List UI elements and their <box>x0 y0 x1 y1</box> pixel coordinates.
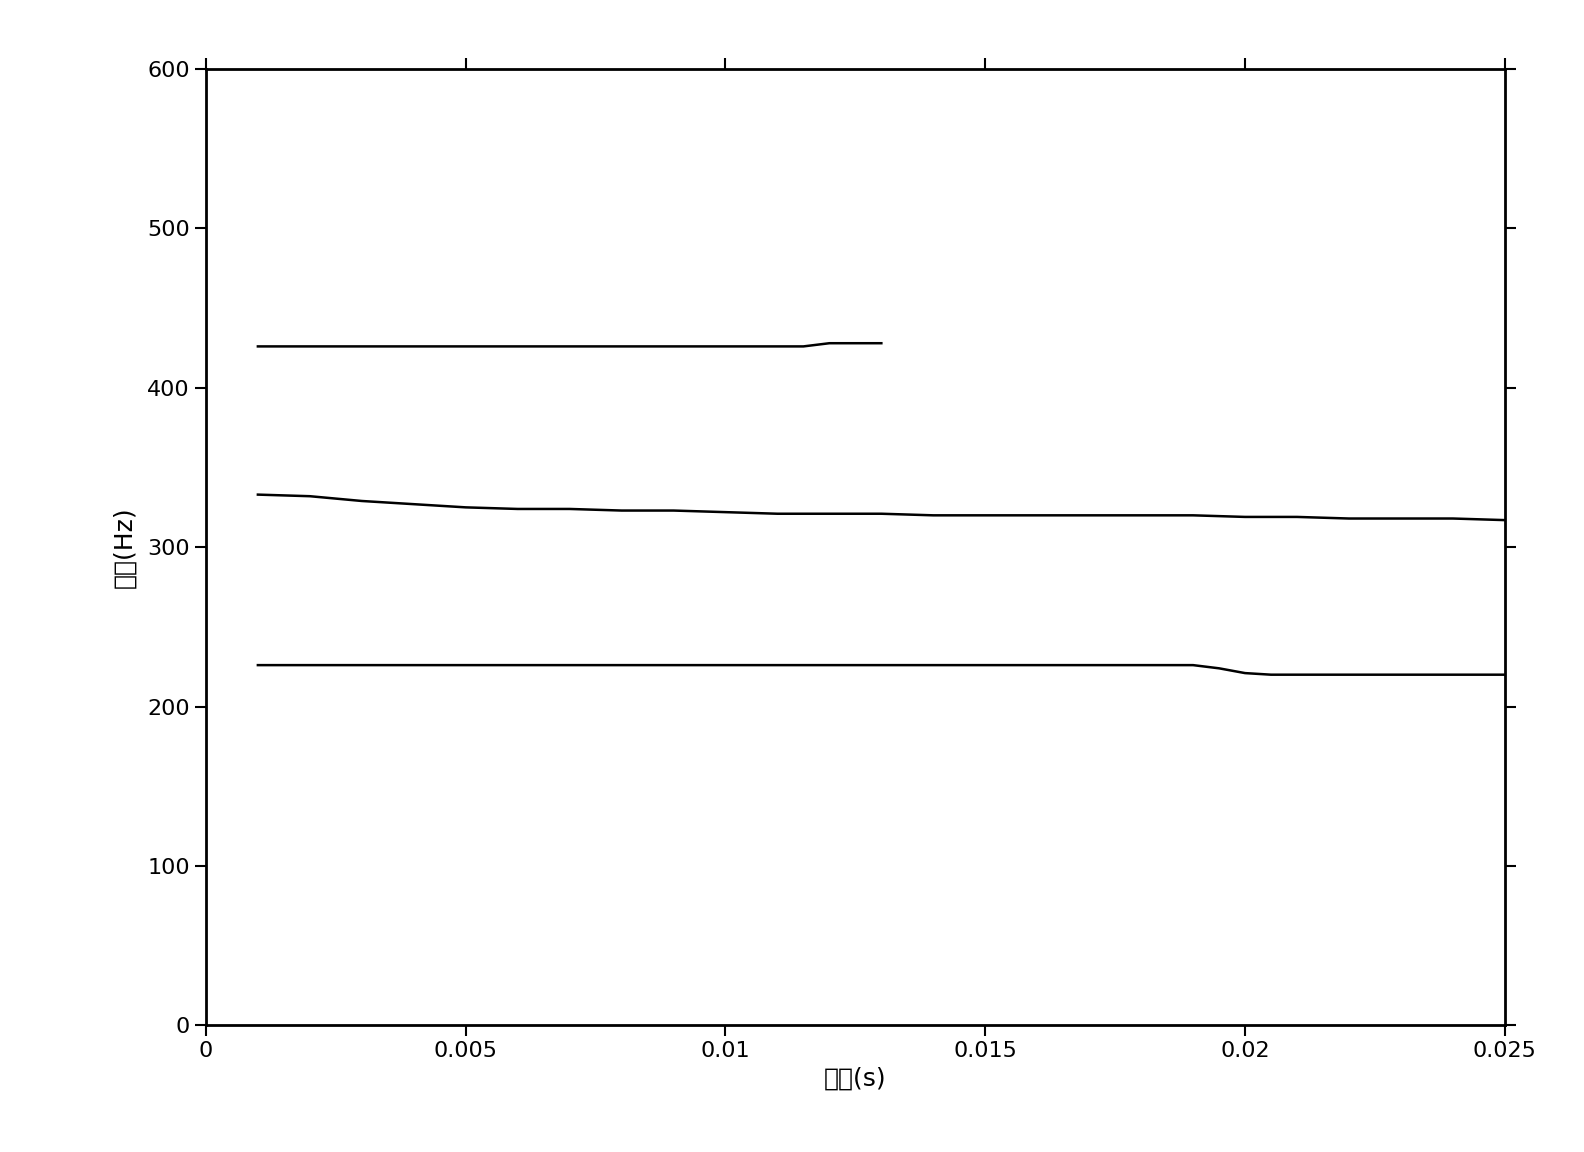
Y-axis label: 频率(Hz): 频率(Hz) <box>112 507 136 588</box>
X-axis label: 时间(s): 时间(s) <box>824 1067 887 1091</box>
